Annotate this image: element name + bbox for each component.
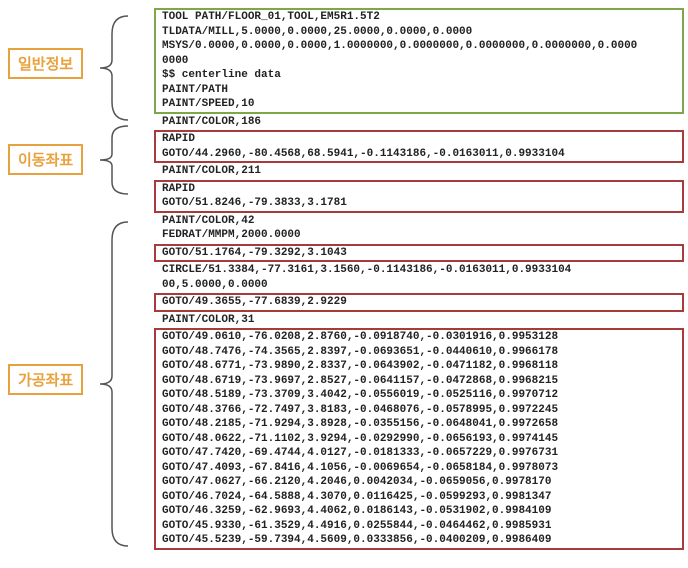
code-line: GOTO/48.0622,-71.1102,3.9294,-0.0292990,… (156, 432, 682, 447)
code-line: GOTO/44.2960,-80.4568,68.5941,-0.1143186… (156, 147, 682, 162)
code-line: GOTO/48.7476,-74.3565,2.8397,-0.0693651,… (156, 345, 682, 360)
code-line: MSYS/0.0000,0.0000,0.0000,1.0000000,0.00… (156, 39, 682, 54)
code-line: PAINT/COLOR,31 (156, 313, 682, 328)
code-line: GOTO/48.2185,-71.9294,3.8928,-0.0355156,… (156, 417, 682, 432)
block-machine-3: GOTO/49.0610,-76.0208,2.8760,-0.0918740,… (154, 328, 684, 550)
code-line: PAINT/COLOR,211 (156, 164, 682, 179)
code-line: GOTO/46.3259,-62.9693,4.4062,0.0186143,-… (156, 504, 682, 519)
code-line: GOTO/48.6771,-73.9890,2.8337,-0.0643902,… (156, 359, 682, 374)
block-plain: PAINT/COLOR,42 FEDRAT/MMPM,2000.0000 (154, 212, 684, 245)
code-line: PAINT/PATH (156, 83, 682, 98)
code-line: 00,5.0000,0.0000 (156, 278, 682, 293)
code-line: GOTO/45.9330,-61.3529,4.4916,0.0255844,-… (156, 519, 682, 534)
block-machine-2: GOTO/49.3655,-77.6839,2.9229 (154, 293, 684, 312)
code-line: PAINT/SPEED,10 (156, 97, 682, 112)
code-line: GOTO/47.7420,-69.4744,4.0127,-0.0181333,… (156, 446, 682, 461)
code-line: PAINT/COLOR,42 (156, 214, 682, 229)
code-line: GOTO/49.3655,-77.6839,2.9229 (156, 295, 682, 310)
code-line: GOTO/47.4093,-67.8416,4.1056,-0.0069654,… (156, 461, 682, 476)
code-line: 0000 (156, 54, 682, 69)
label-general: 일반정보 (8, 48, 83, 79)
block-general: TOOL PATH/FLOOR_01,TOOL,EM5R1.5T2 TLDATA… (154, 8, 684, 114)
block-machine-1: GOTO/51.1764,-79.3292,3.1043 (154, 244, 684, 263)
block-plain: CIRCLE/51.3384,-77.3161,3.1560,-0.114318… (154, 261, 684, 294)
code-line: GOTO/48.3766,-72.7497,3.8183,-0.0468076,… (156, 403, 682, 418)
code-line: CIRCLE/51.3384,-77.3161,3.1560,-0.114318… (156, 263, 682, 278)
block-plain: PAINT/COLOR,31 (154, 311, 684, 330)
code-line: TOOL PATH/FLOOR_01,TOOL,EM5R1.5T2 (156, 10, 682, 25)
code-line: GOTO/48.6719,-73.9697,2.8527,-0.0641157,… (156, 374, 682, 389)
layout-wrap: 일반정보 이동좌표 가공좌표 TOOL PATH/FLOOR_01,TOOL,E… (4, 8, 684, 550)
code-line: GOTO/46.7024,-64.5888,4.3070,0.0116425,-… (156, 490, 682, 505)
code-line: FEDRAT/MMPM,2000.0000 (156, 228, 682, 243)
left-column: 일반정보 이동좌표 가공좌표 (4, 8, 154, 550)
brace-move (88, 124, 138, 196)
block-plain: PAINT/COLOR,186 (154, 113, 684, 132)
block-move-1: RAPID GOTO/44.2960,-80.4568,68.5941,-0.1… (154, 130, 684, 163)
code-line: RAPID (156, 132, 682, 147)
label-move: 이동좌표 (8, 144, 83, 175)
code-line: PAINT/COLOR,186 (156, 115, 682, 130)
block-move-2: RAPID GOTO/51.8246,-79.3833,3.1781 (154, 180, 684, 213)
code-line: GOTO/51.8246,-79.3833,3.1781 (156, 196, 682, 211)
code-line: GOTO/51.1764,-79.3292,3.1043 (156, 246, 682, 261)
code-line: GOTO/45.5239,-59.7394,4.5609,0.0333856,-… (156, 533, 682, 548)
code-column: TOOL PATH/FLOOR_01,TOOL,EM5R1.5T2 TLDATA… (154, 8, 684, 550)
code-line: GOTO/49.0610,-76.0208,2.8760,-0.0918740,… (156, 330, 682, 345)
code-line: GOTO/48.5189,-73.3709,3.4042,-0.0556019,… (156, 388, 682, 403)
code-line: RAPID (156, 182, 682, 197)
label-machine: 가공좌표 (8, 364, 83, 395)
code-line: TLDATA/MILL,5.0000,0.0000,25.0000,0.0000… (156, 25, 682, 40)
block-plain: PAINT/COLOR,211 (154, 162, 684, 181)
brace-machine (88, 220, 138, 548)
code-line: GOTO/47.0627,-66.2120,4.2046,0.0042034,-… (156, 475, 682, 490)
brace-general (88, 14, 138, 122)
code-line: $$ centerline data (156, 68, 682, 83)
